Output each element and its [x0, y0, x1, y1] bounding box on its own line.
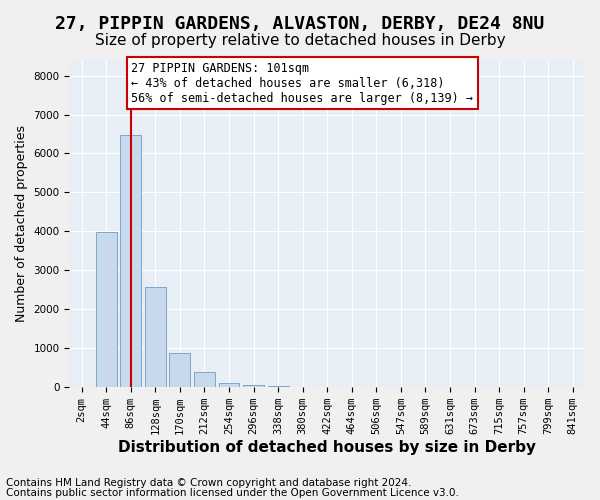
Bar [243, 385, 264, 387]
Text: Contains HM Land Registry data © Crown copyright and database right 2024.: Contains HM Land Registry data © Crown c… [6, 478, 412, 488]
Text: Size of property relative to detached houses in Derby: Size of property relative to detached ho… [95, 32, 505, 48]
Text: Contains public sector information licensed under the Open Government Licence v3: Contains public sector information licen… [6, 488, 459, 498]
Bar [169, 353, 190, 387]
Y-axis label: Number of detached properties: Number of detached properties [15, 125, 28, 322]
Bar [145, 286, 166, 387]
Bar [268, 386, 289, 387]
Bar [96, 232, 116, 387]
Bar [121, 135, 141, 387]
Bar [218, 382, 239, 387]
Text: 27, PIPPIN GARDENS, ALVASTON, DERBY, DE24 8NU: 27, PIPPIN GARDENS, ALVASTON, DERBY, DE2… [55, 15, 545, 33]
Text: 27 PIPPIN GARDENS: 101sqm
← 43% of detached houses are smaller (6,318)
56% of se: 27 PIPPIN GARDENS: 101sqm ← 43% of detac… [131, 62, 473, 104]
Bar [194, 372, 215, 387]
X-axis label: Distribution of detached houses by size in Derby: Distribution of detached houses by size … [118, 440, 536, 455]
